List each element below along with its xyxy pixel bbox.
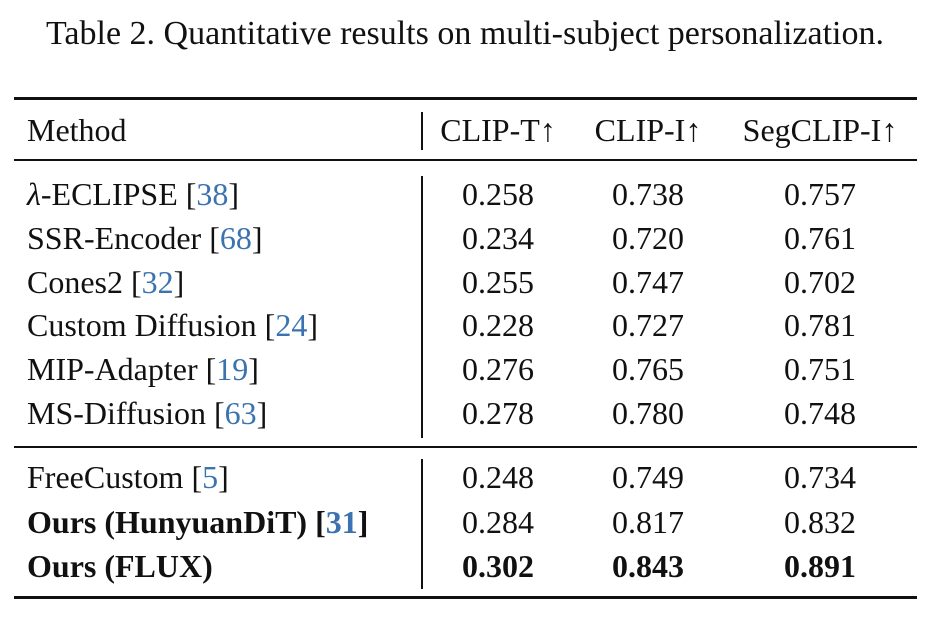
clip-i-value: 0.765	[612, 351, 684, 388]
clip-i-value: 0.727	[612, 307, 684, 344]
table-row: λ-ECLIPSE [38] 0.258 0.738 0.757	[0, 172, 930, 216]
segclip-i-value: 0.757	[784, 176, 856, 212]
citation-link[interactable]: 19	[216, 351, 249, 388]
table-row: Cones2 [32] 0.255 0.747 0.702	[0, 260, 930, 304]
citation-link[interactable]: 31	[325, 503, 358, 540]
header-row: Method CLIP-T↑ CLIP-I↑ SegCLIP-I↑	[0, 108, 930, 152]
method-cell: Ours (HunyuanDiT) [31]	[27, 503, 369, 540]
clip-t-value: 0.248	[462, 459, 534, 495]
segclip-i-value: 0.891	[784, 548, 856, 584]
method-name: SSR-Encoder	[27, 219, 202, 256]
segclip-i-value: 0.748	[784, 395, 856, 431]
top-rule	[14, 97, 917, 100]
method-cell: FreeCustom [5]	[27, 459, 229, 495]
header-clip-t: CLIP-T↑	[440, 112, 556, 148]
method-name: MIP-Adapter	[27, 351, 198, 388]
clip-t-value: 0.255	[462, 263, 534, 300]
method-name: FreeCustom	[27, 459, 184, 495]
header-method: Method	[27, 112, 127, 148]
clip-i-value: 0.747	[612, 263, 684, 300]
clip-i-value: 0.780	[612, 395, 684, 431]
table-row: FreeCustom [5] 0.248 0.749 0.734	[0, 455, 930, 499]
citation-link[interactable]: 68	[219, 219, 252, 256]
group-separator-rule	[14, 446, 917, 448]
method-name: Custom Diffusion	[27, 307, 257, 344]
clip-t-value: 0.258	[462, 176, 534, 212]
column-divider	[421, 176, 423, 438]
table-row: MIP-Adapter [19] 0.276 0.765 0.751	[0, 347, 930, 391]
method-name: Ours (FLUX)	[27, 548, 213, 584]
bottom-rule	[14, 596, 917, 599]
method-cell: SSR-Encoder [68]	[27, 219, 263, 256]
method-cell: Ours (FLUX)	[27, 544, 213, 588]
clip-i-value: 0.749	[612, 459, 684, 495]
table-row: SSR-Encoder [68] 0.234 0.720 0.761	[0, 216, 930, 260]
segclip-i-value: 0.761	[784, 219, 856, 256]
clip-t-value: 0.228	[462, 307, 534, 344]
header-segclip-i: SegCLIP-I↑	[742, 112, 898, 148]
segclip-i-value: 0.781	[784, 307, 856, 344]
segclip-i-value: 0.751	[784, 351, 856, 388]
method-name: λ-ECLIPSE	[27, 176, 178, 212]
clip-t-value: 0.284	[462, 503, 534, 540]
table-caption: Table 2. Quantitative results on multi-s…	[46, 15, 884, 52]
header-rule	[14, 159, 917, 161]
method-cell: MS-Diffusion [63]	[27, 395, 268, 431]
method-cell: Cones2 [32]	[27, 263, 185, 300]
method-cell: Custom Diffusion [24]	[27, 307, 318, 344]
table-row: Ours (HunyuanDiT) [31] 0.284 0.817 0.832	[0, 500, 930, 544]
citation-link[interactable]: 38	[196, 176, 229, 212]
clip-t-value: 0.234	[462, 219, 534, 256]
clip-t-value: 0.278	[462, 395, 534, 431]
method-name: Ours (HunyuanDiT)	[27, 503, 308, 540]
method-name: Cones2	[27, 263, 123, 300]
segclip-i-value: 0.702	[784, 263, 856, 300]
header-clip-i: CLIP-I↑	[594, 112, 702, 148]
table-row: MS-Diffusion [63] 0.278 0.780 0.748	[0, 391, 930, 435]
method-cell: MIP-Adapter [19]	[27, 351, 259, 388]
column-divider	[421, 459, 423, 589]
citation-link[interactable]: 5	[202, 459, 219, 495]
header-column-divider	[421, 112, 423, 150]
clip-t-value: 0.276	[462, 351, 534, 388]
clip-i-value: 0.738	[612, 176, 684, 212]
table-row: Ours (FLUX) 0.302 0.843 0.891	[0, 544, 930, 588]
method-name: MS-Diffusion	[27, 395, 206, 431]
segclip-i-value: 0.734	[784, 459, 856, 495]
clip-t-value: 0.302	[462, 548, 534, 584]
clip-i-value: 0.720	[612, 219, 684, 256]
citation-link[interactable]: 63	[224, 395, 257, 431]
citation-link[interactable]: 32	[141, 263, 174, 300]
segclip-i-value: 0.832	[784, 503, 856, 540]
table-row: Custom Diffusion [24] 0.228 0.727 0.781	[0, 303, 930, 347]
method-cell: λ-ECLIPSE [38]	[27, 176, 240, 212]
clip-i-value: 0.843	[612, 548, 684, 584]
clip-i-value: 0.817	[612, 503, 684, 540]
citation-link[interactable]: 24	[275, 307, 308, 344]
